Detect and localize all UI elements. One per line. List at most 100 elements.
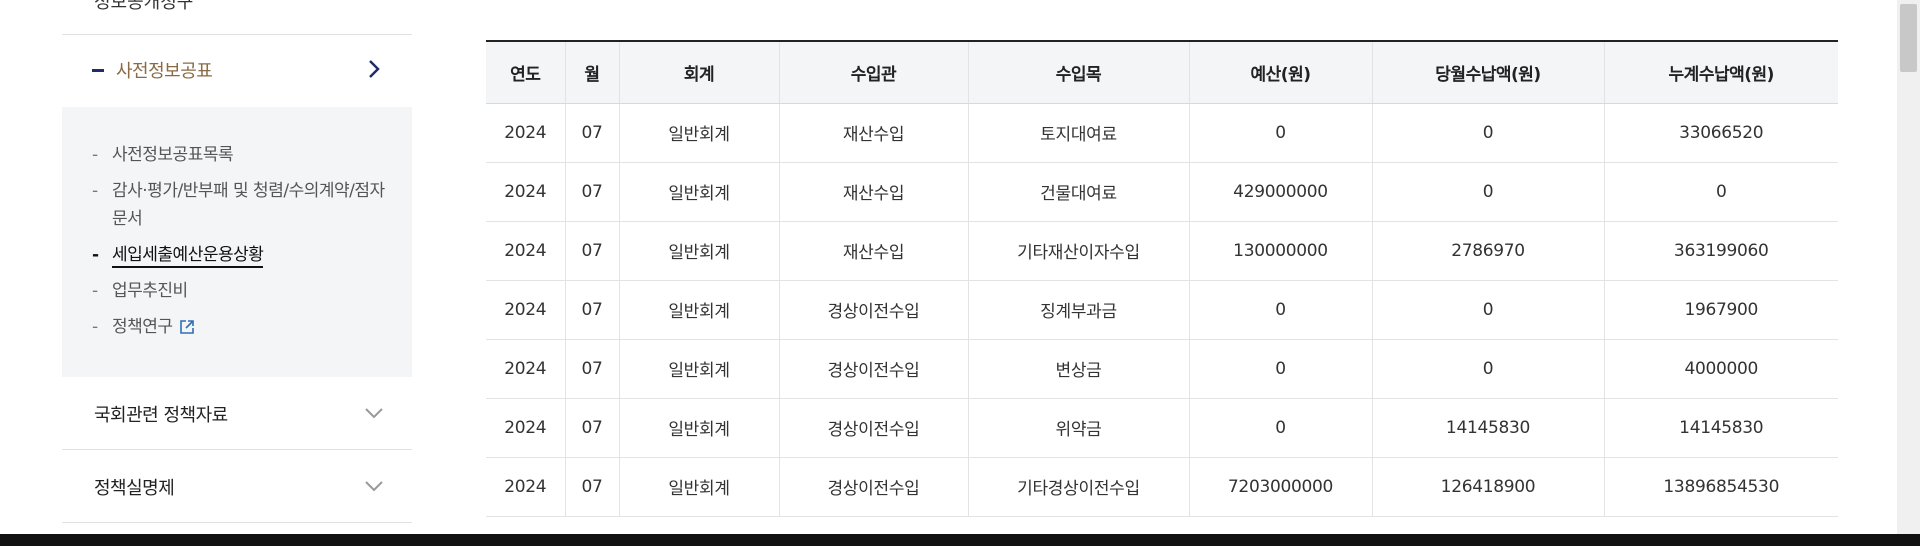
table-cell: 일반회계 — [619, 339, 780, 399]
bullet-dash: - — [92, 245, 99, 265]
table-cell: 7203000000 — [1189, 457, 1373, 517]
table-cell: 0 — [1604, 162, 1838, 222]
table-cell: 0 — [1372, 162, 1605, 222]
table-cell: 2786970 — [1372, 221, 1605, 281]
table-row: 2024 07 일반회계 재산수입 건물대여료 429000000 0 0 — [486, 162, 1838, 222]
table-row: 2024 07 일반회계 재산수입 기타재산이자수입 130000000 2786970 36… — [486, 221, 1838, 281]
submenu-item[interactable]: - 업무추진비 — [92, 277, 392, 305]
bullet-dash: - — [92, 145, 98, 165]
submenu-item[interactable]: - 사전정보공표목록 — [92, 141, 392, 169]
table-cell: 07 — [565, 398, 620, 458]
chevron-right-icon[interactable] — [362, 57, 386, 81]
col-header-monthly-receipts: 당월수납액(원) — [1372, 40, 1605, 104]
table-cell: 07 — [565, 103, 620, 163]
table-cell: 0 — [1372, 103, 1605, 163]
chevron-down-icon[interactable] — [362, 474, 386, 498]
submenu-item[interactable]: - 감사·평가/반부패 및 청렴/수의계약/점자문서 — [92, 177, 392, 233]
table-cell: 2024 — [486, 398, 566, 458]
bullet-dash: - — [92, 181, 98, 201]
table-header-row: 연도 월 회계 수입관 수입목 예산(원) 당월수납액(원) 누계수납액(원) — [486, 40, 1838, 104]
sidebar-submenu: - 사전정보공표목록 - 감사·평가/반부패 및 청렴/수의계약/점자문서 - 세입세출예… — [62, 107, 412, 377]
minus-icon — [92, 69, 104, 72]
section-label: 사전정보공표 — [116, 61, 213, 82]
table-cell: 07 — [565, 280, 620, 340]
divider — [62, 34, 412, 35]
col-header-revenue-category: 수입관 — [779, 40, 969, 104]
scrollbar-thumb[interactable] — [1900, 4, 1917, 72]
table-cell: 2024 — [486, 457, 566, 517]
table-cell: 토지대여료 — [968, 103, 1190, 163]
table-cell: 0 — [1189, 280, 1373, 340]
table-row: 2024 07 일반회계 경상이전수입 징계부과금 0 0 1967900 — [486, 280, 1838, 340]
chevron-down-icon[interactable] — [362, 401, 386, 425]
table-cell: 0 — [1189, 103, 1373, 163]
table-cell: 33066520 — [1604, 103, 1838, 163]
submenu-item-label: 업무추진비 — [112, 281, 188, 301]
table-row: 2024 07 일반회계 재산수입 토지대여료 0 0 33066520 — [486, 103, 1838, 163]
table-cell: 일반회계 — [619, 103, 780, 163]
table-cell: 2024 — [486, 280, 566, 340]
budget-table: 연도 월 회계 수입관 수입목 예산(원) 당월수납액(원) 누계수납액(원) … — [486, 40, 1838, 517]
cut-off-menu-label[interactable]: 정보공개청구 — [94, 0, 194, 13]
table-cell: 재산수입 — [779, 103, 969, 163]
table-cell: 2024 — [486, 339, 566, 399]
table-cell: 130000000 — [1189, 221, 1373, 281]
table-cell: 4000000 — [1604, 339, 1838, 399]
sidebar-item-label: 국회관련 정책자료 — [94, 405, 228, 426]
budget-table-container: 연도 월 회계 수입관 수입목 예산(원) 당월수납액(원) 누계수납액(원) … — [486, 40, 1838, 517]
table-cell: 변상금 — [968, 339, 1190, 399]
table-cell: 363199060 — [1604, 221, 1838, 281]
table-cell: 07 — [565, 457, 620, 517]
table-cell: 0 — [1189, 339, 1373, 399]
bullet-dash: - — [92, 281, 98, 301]
submenu-item-label: 사전정보공표목록 — [112, 145, 234, 165]
table-cell: 재산수입 — [779, 221, 969, 281]
sidebar-section-pre-disclosure[interactable]: 사전정보공표 — [62, 35, 412, 107]
table-cell: 일반회계 — [619, 280, 780, 340]
table-cell: 14145830 — [1372, 398, 1605, 458]
table-cell: 경상이전수입 — [779, 339, 969, 399]
table-cell: 0 — [1372, 339, 1605, 399]
table-cell: 0 — [1189, 398, 1373, 458]
table-cell: 2024 — [486, 162, 566, 222]
table-cell: 일반회계 — [619, 221, 780, 281]
sidebar-item-policy-real-name[interactable]: 정책실명제 — [62, 450, 412, 523]
table-cell: 기타경상이전수입 — [968, 457, 1190, 517]
bottom-bar — [0, 534, 1920, 546]
table-cell: 일반회계 — [619, 457, 780, 517]
table-cell: 일반회계 — [619, 398, 780, 458]
submenu-item-label: 정책연구 — [112, 317, 173, 337]
table-cell: 재산수입 — [779, 162, 969, 222]
col-header-revenue-item: 수입목 — [968, 40, 1190, 104]
col-header-year: 연도 — [486, 40, 566, 104]
table-cell: 경상이전수입 — [779, 398, 969, 458]
table-cell: 1967900 — [1604, 280, 1838, 340]
table-cell: 기타재산이자수입 — [968, 221, 1190, 281]
sidebar: 정보공개청구 사전정보공표 - 사전정보공표목록 - 감사·평가/반부패 및 청렴/수… — [62, 0, 412, 546]
external-link-icon — [179, 320, 194, 334]
table-cell: 경상이전수입 — [779, 280, 969, 340]
table-cell: 2024 — [486, 221, 566, 281]
table-cell: 2024 — [486, 103, 566, 163]
submenu-item[interactable]: - 세입세출예산운용상황 — [92, 241, 392, 269]
col-header-budget: 예산(원) — [1189, 40, 1373, 104]
table-cell: 건물대여료 — [968, 162, 1190, 222]
table-cell: 429000000 — [1189, 162, 1373, 222]
sidebar-item-national-assembly[interactable]: 국회관련 정책자료 — [62, 377, 412, 450]
submenu-item[interactable]: - 정책연구 — [92, 313, 392, 341]
table-cell: 위약금 — [968, 398, 1190, 458]
bullet-dash: - — [92, 317, 98, 337]
table-row: 2024 07 일반회계 경상이전수입 위약금 0 14145830 14145830 — [486, 398, 1838, 458]
scrollbar[interactable] — [1897, 0, 1920, 546]
table-cell: 14145830 — [1604, 398, 1838, 458]
table-cell: 징계부과금 — [968, 280, 1190, 340]
table-row: 2024 07 일반회계 경상이전수입 기타경상이전수입 7203000000 126418… — [486, 457, 1838, 517]
table-cell: 0 — [1372, 280, 1605, 340]
table-cell: 일반회계 — [619, 162, 780, 222]
submenu-item-label: 세입세출예산운용상황 — [112, 245, 264, 268]
col-header-account: 회계 — [619, 40, 780, 104]
submenu-item-label: 감사·평가/반부패 및 청렴/수의계약/점자문서 — [112, 181, 385, 229]
sidebar-item-label: 정책실명제 — [94, 478, 175, 499]
table-row: 2024 07 일반회계 경상이전수입 변상금 0 0 4000000 — [486, 339, 1838, 399]
table-cell: 07 — [565, 221, 620, 281]
